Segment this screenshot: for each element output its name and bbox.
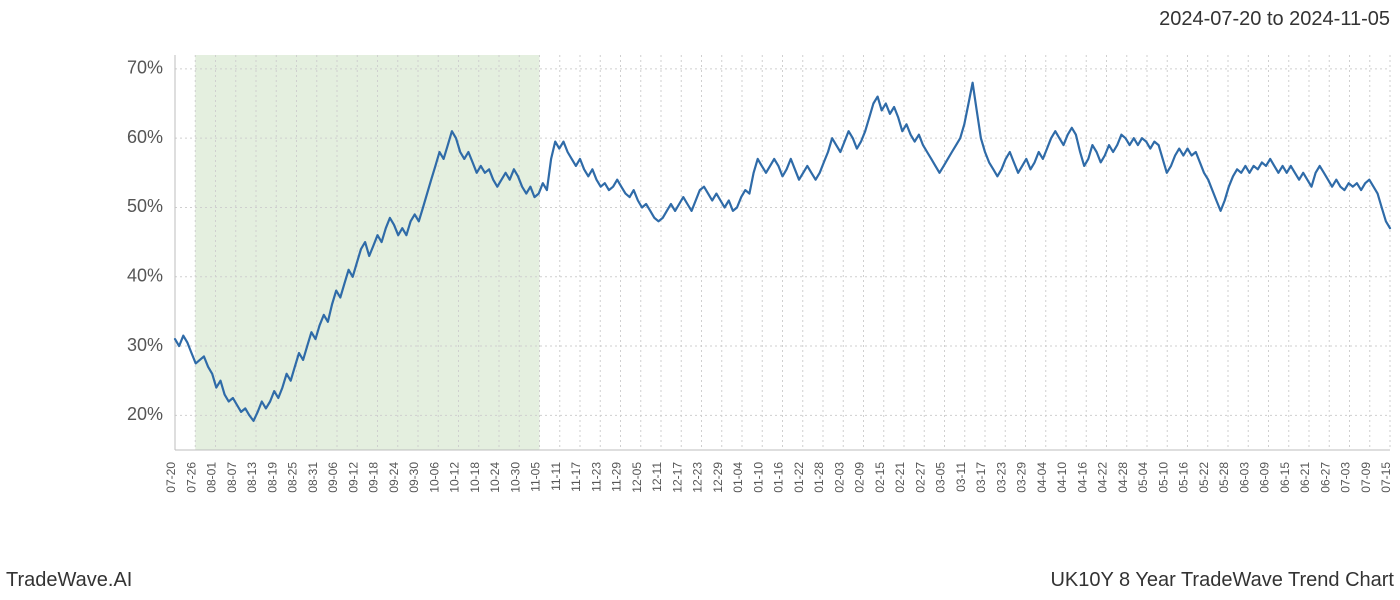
x-tick-label: 02-15 — [873, 462, 887, 493]
x-tick-label: 07-03 — [1339, 462, 1353, 493]
y-tick-label: 30% — [127, 335, 163, 355]
chart-container: 2024-07-20 to 2024-11-05 20%30%40%50%60%… — [0, 0, 1400, 600]
x-tick-label: 02-09 — [853, 462, 867, 493]
y-tick-label: 50% — [127, 196, 163, 216]
x-tick-label: 04-22 — [1096, 462, 1110, 493]
x-tick-label: 10-18 — [468, 462, 482, 493]
x-tick-label: 11-29 — [610, 462, 624, 492]
x-tick-label: 07-15 — [1379, 462, 1393, 493]
x-tick-label: 09-12 — [346, 462, 360, 493]
x-tick-label: 06-15 — [1278, 462, 1292, 493]
x-tick-label: 08-01 — [205, 462, 219, 493]
y-tick-label: 70% — [127, 58, 163, 78]
x-tick-label: 06-27 — [1318, 462, 1332, 493]
x-tick-label: 08-19 — [265, 462, 279, 493]
x-tick-label: 03-11 — [954, 462, 968, 492]
y-tick-label: 40% — [127, 266, 163, 286]
x-tick-label: 07-26 — [184, 462, 198, 493]
x-tick-label: 10-06 — [427, 462, 441, 493]
x-tick-label: 08-31 — [306, 462, 320, 493]
x-tick-label: 10-24 — [488, 462, 502, 493]
x-tick-label: 04-16 — [1075, 462, 1089, 493]
x-tick-label: 03-05 — [934, 462, 948, 493]
x-tick-label: 12-29 — [711, 462, 725, 493]
x-tick-label: 01-16 — [772, 462, 786, 493]
x-tick-label: 03-29 — [1015, 462, 1029, 493]
x-tick-label: 11-05 — [529, 462, 543, 492]
y-tick-label: 20% — [127, 404, 163, 424]
x-tick-label: 04-10 — [1055, 462, 1069, 493]
x-tick-label: 10-30 — [508, 462, 522, 493]
x-tick-label: 05-28 — [1217, 462, 1231, 493]
x-tick-label: 06-03 — [1237, 462, 1251, 493]
x-tick-label: 03-17 — [974, 462, 988, 493]
x-tick-label: 09-30 — [407, 462, 421, 493]
x-tick-label: 07-20 — [164, 462, 178, 493]
x-tick-label: 01-28 — [812, 462, 826, 493]
x-tick-label: 01-04 — [731, 462, 745, 493]
x-tick-label: 02-03 — [832, 462, 846, 493]
x-tick-label: 12-11 — [650, 462, 664, 492]
x-tick-label: 12-05 — [630, 462, 644, 493]
x-tick-label: 05-04 — [1136, 462, 1150, 493]
footer-title: UK10Y 8 Year TradeWave Trend Chart — [1050, 569, 1394, 592]
x-tick-label: 07-09 — [1359, 462, 1373, 493]
x-tick-label: 08-13 — [245, 462, 259, 493]
x-tick-label: 12-17 — [670, 462, 684, 493]
x-tick-label: 01-10 — [751, 462, 765, 493]
x-tick-label: 06-09 — [1258, 462, 1272, 493]
x-tick-label: 03-23 — [994, 462, 1008, 493]
x-tick-label: 09-18 — [367, 462, 381, 493]
x-tick-label: 02-21 — [893, 462, 907, 493]
footer-brand: TradeWave.AI — [6, 569, 132, 592]
x-tick-label: 10-12 — [448, 462, 462, 493]
x-tick-label: 09-24 — [387, 462, 401, 493]
x-tick-label: 11-11 — [549, 462, 563, 491]
x-tick-label: 12-23 — [691, 462, 705, 493]
x-tick-label: 08-25 — [286, 462, 300, 493]
y-tick-label: 60% — [127, 127, 163, 147]
x-tick-label: 05-10 — [1156, 462, 1170, 493]
x-tick-label: 11-23 — [589, 462, 603, 492]
x-tick-label: 11-17 — [569, 462, 583, 492]
x-tick-label: 05-22 — [1197, 462, 1211, 493]
x-tick-label: 08-07 — [225, 462, 239, 493]
x-tick-label: 05-16 — [1177, 462, 1191, 493]
plot-svg: 20% 30% 40% 50% 60% 70% 07-20 07-26 08-01 08-07 08… — [0, 0, 1400, 570]
x-tick-label: 04-04 — [1035, 462, 1049, 493]
x-tick-label: 02-27 — [913, 462, 927, 493]
x-tick-label: 04-28 — [1116, 462, 1130, 493]
x-tick-label: 09-06 — [326, 462, 340, 493]
x-tick-label: 06-21 — [1298, 462, 1312, 493]
x-tick-label: 01-22 — [792, 462, 806, 493]
